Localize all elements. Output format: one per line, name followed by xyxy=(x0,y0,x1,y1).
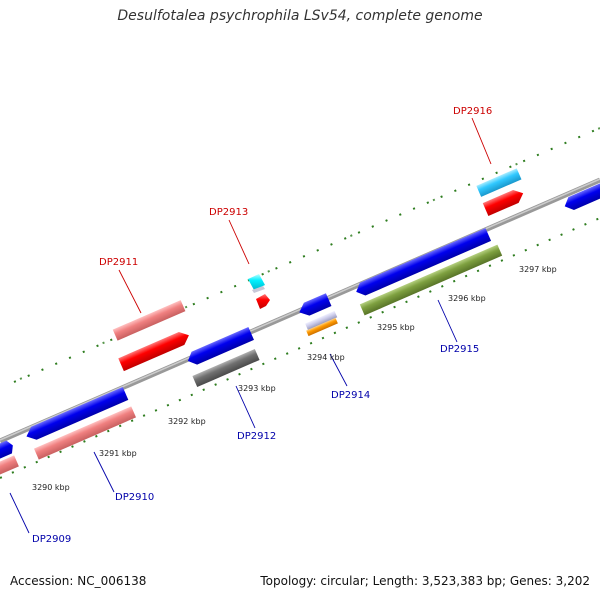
leader-dp2909 xyxy=(9,492,30,534)
gene-label-dp2916[interactable]: DP2916 xyxy=(453,106,492,117)
gene-label-dp2911[interactable]: DP2911 xyxy=(99,257,138,268)
outer-tick-track xyxy=(13,127,600,383)
scale-label: 3291 kbp xyxy=(99,449,137,458)
gene-dp2913-arrow[interactable] xyxy=(256,294,270,309)
gene-dp2916-cyan[interactable] xyxy=(476,168,522,197)
gene-dp2914-lavender[interactable] xyxy=(305,310,338,331)
gene-dp2914-blue[interactable] xyxy=(297,293,332,319)
gene-dp2915-olive[interactable] xyxy=(359,244,503,316)
gene-label-dp2912[interactable]: DP2912 xyxy=(237,431,276,442)
leader-dp2916 xyxy=(471,117,492,165)
scale-label: 3294 kbp xyxy=(307,353,345,362)
scale-label: 3297 kbp xyxy=(519,265,557,274)
gene-dp2915-blue[interactable] xyxy=(353,228,492,298)
gene-label-dp2909[interactable]: DP2909 xyxy=(32,534,71,545)
gene-label-dp2910[interactable]: DP2910 xyxy=(115,492,154,503)
gene-label-dp2915[interactable]: DP2915 xyxy=(440,344,479,355)
gene-dp2910-blue[interactable] xyxy=(24,387,129,443)
gene-dp2910-pink[interactable] xyxy=(34,406,136,460)
gene-dp2911-arrow[interactable] xyxy=(118,329,191,372)
leader-dp2914 xyxy=(329,353,348,387)
leader-dp2912 xyxy=(235,385,256,429)
gene-dp2909-pink[interactable] xyxy=(0,455,19,476)
gene-dp2911-pink[interactable] xyxy=(112,300,186,341)
gene-dp2912-gray[interactable] xyxy=(192,348,260,388)
scale-label: 3295 kbp xyxy=(377,323,415,332)
map-title: Desulfotalea psychrophila LSv54, complet… xyxy=(117,8,483,24)
leader-dp2913 xyxy=(228,219,250,265)
gene-dp2909-blue[interactable] xyxy=(0,439,16,460)
scale-label: 3292 kbp xyxy=(168,417,206,426)
genome-stats-text: Topology: circular; Length: 3,523,383 bp… xyxy=(260,574,590,588)
inner-tick-track xyxy=(0,217,600,479)
accession-text: Accession: NC_006138 xyxy=(10,574,147,588)
gene-next-blue[interactable] xyxy=(562,182,600,213)
gene-label-dp2913[interactable]: DP2913 xyxy=(209,207,248,218)
leader-dp2915 xyxy=(437,299,458,343)
gene-dp2912-blue[interactable] xyxy=(185,327,254,367)
gene-dp2916-arrow[interactable] xyxy=(482,187,526,216)
gene-dp2914-orange[interactable] xyxy=(306,317,338,337)
leader-dp2910 xyxy=(93,451,115,493)
gene-label-dp2914[interactable]: DP2914 xyxy=(331,390,370,401)
gene-dp2913-cyan[interactable] xyxy=(248,274,265,293)
scale-label: 3290 kbp xyxy=(32,483,70,492)
scale-label: 3296 kbp xyxy=(448,294,486,303)
scale-label: 3293 kbp xyxy=(238,384,276,393)
leader-dp2911 xyxy=(118,269,142,314)
